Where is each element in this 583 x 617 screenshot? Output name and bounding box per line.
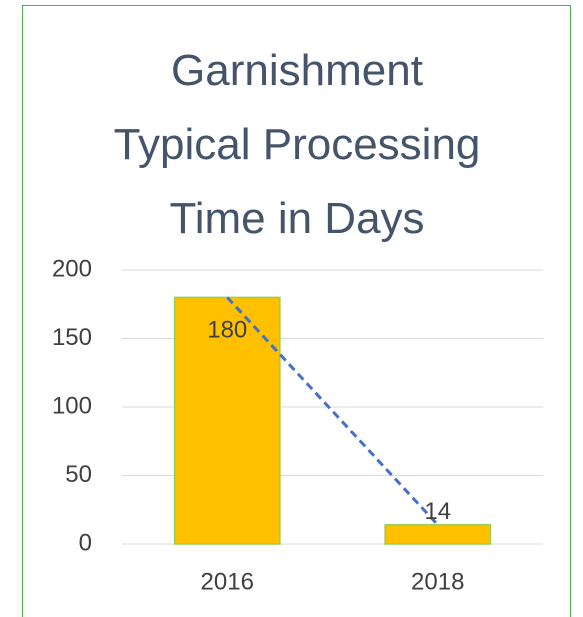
chart-border bbox=[22, 5, 571, 617]
y-tick-label: 100 bbox=[52, 392, 92, 419]
chart-title: Garnishment Typical Processing Time in D… bbox=[113, 46, 481, 243]
y-tick-label: 200 bbox=[52, 255, 92, 282]
data-label: 14 bbox=[424, 498, 451, 525]
x-tick-label: 2018 bbox=[411, 568, 464, 595]
y-tick-label: 50 bbox=[65, 461, 92, 488]
bar bbox=[384, 524, 492, 545]
y-tick-label: 150 bbox=[52, 324, 92, 351]
data-label: 180 bbox=[207, 317, 247, 344]
y-tick-label: 0 bbox=[79, 529, 92, 556]
bar bbox=[173, 296, 281, 545]
x-tick-label: 2016 bbox=[201, 568, 254, 595]
